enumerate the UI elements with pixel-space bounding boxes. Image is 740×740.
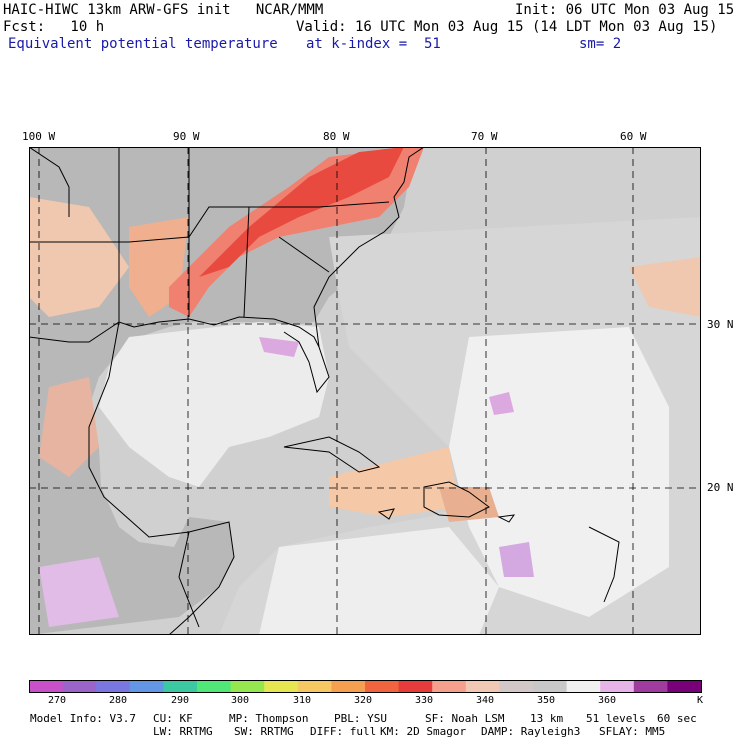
map-frame bbox=[29, 147, 701, 635]
colorbar-cell bbox=[96, 680, 131, 693]
model-info-km: KM: 2D Smagor bbox=[380, 725, 467, 738]
lon-label-70w: 70 W bbox=[471, 130, 498, 143]
field-name: Equivalent potential temperature bbox=[8, 36, 278, 52]
init-time: Init: 06 UTC Mon 03 Aug 15 bbox=[515, 2, 735, 18]
lat-lon-grid bbox=[29, 147, 701, 635]
colorbar-cell bbox=[566, 680, 601, 693]
colorbar-label-320: 320 bbox=[354, 695, 373, 706]
colorbar-label-340: 340 bbox=[476, 695, 495, 706]
colorbar-cell bbox=[297, 680, 332, 693]
colorbar-label-300: 300 bbox=[231, 695, 250, 706]
lon-label-80w: 80 W bbox=[323, 130, 350, 143]
lon-label-90w: 90 W bbox=[173, 130, 200, 143]
field-shading bbox=[29, 147, 701, 635]
model-info-cu: CU: KF bbox=[153, 712, 193, 725]
colorbar-cell bbox=[499, 680, 534, 693]
lat-label-30n: 30 N bbox=[707, 318, 734, 331]
model-info-damp: DAMP: Rayleigh3 bbox=[481, 725, 581, 738]
model-info-sf: SF: Noah LSM bbox=[425, 712, 505, 725]
colorbar-cell bbox=[465, 680, 500, 693]
colorbar bbox=[29, 680, 702, 693]
colorbar-cell bbox=[331, 680, 366, 693]
colorbar-label-280: 280 bbox=[109, 695, 128, 706]
model-info-diff: DIFF: full bbox=[310, 725, 377, 738]
model-info-resolution: 13 km bbox=[530, 712, 564, 725]
colorbar-cell bbox=[62, 680, 97, 693]
colorbar-cell bbox=[398, 680, 433, 693]
colorbar-cell bbox=[365, 680, 400, 693]
model-info-sflay: SFLAY: MM5 bbox=[599, 725, 666, 738]
colorbar-label-290: 290 bbox=[171, 695, 190, 706]
lat-label-20n: 20 N bbox=[707, 481, 734, 494]
colorbar-label-350: 350 bbox=[537, 695, 556, 706]
lon-label-100w: 100 W bbox=[22, 130, 56, 143]
colorbar-cells bbox=[29, 680, 702, 693]
model-info-timestep: 60 sec bbox=[657, 712, 697, 725]
colorbar-label-270: 270 bbox=[48, 695, 67, 706]
colorbar-cell bbox=[29, 680, 64, 693]
colorbar-cell bbox=[264, 680, 299, 693]
model-info-mp: MP: Thompson bbox=[229, 712, 309, 725]
colorbar-cell bbox=[533, 680, 568, 693]
forecast-hour: Fcst: 10 h bbox=[3, 19, 105, 35]
vertical-level: at k-index = 51 bbox=[306, 36, 441, 52]
model-info-version: Model Info: V3.7 bbox=[30, 712, 136, 725]
colorbar-cell bbox=[129, 680, 164, 693]
model-info-lw: LW: RRTMG bbox=[153, 725, 213, 738]
colorbar-cell bbox=[600, 680, 635, 693]
colorbar-cell bbox=[197, 680, 232, 693]
colorbar-label-360: 360 bbox=[598, 695, 617, 706]
colorbar-cell bbox=[633, 680, 668, 693]
lon-label-60w: 60 W bbox=[620, 130, 647, 143]
valid-time: Valid: 16 UTC Mon 03 Aug 15 (14 LDT Mon … bbox=[296, 19, 718, 35]
colorbar-cell bbox=[667, 680, 702, 693]
colorbar-cell bbox=[230, 680, 265, 693]
colorbar-unit: K bbox=[697, 695, 704, 706]
colorbar-cell bbox=[432, 680, 467, 693]
model-info-pbl: PBL: YSU bbox=[334, 712, 387, 725]
model-info-sw: SW: RRTMG bbox=[234, 725, 294, 738]
theta-e-map bbox=[29, 147, 701, 635]
colorbar-label-330: 330 bbox=[415, 695, 434, 706]
colorbar-cell bbox=[163, 680, 198, 693]
coastlines-and-borders bbox=[29, 147, 620, 635]
colorbar-label-310: 310 bbox=[293, 695, 312, 706]
model-info-levels: 51 levels bbox=[586, 712, 646, 725]
colorbar-frame bbox=[29, 680, 702, 693]
smoothing-value: sm= 2 bbox=[579, 36, 622, 52]
model-title: HAIC-HIWC 13km ARW-GFS init NCAR/MMM bbox=[3, 2, 324, 18]
